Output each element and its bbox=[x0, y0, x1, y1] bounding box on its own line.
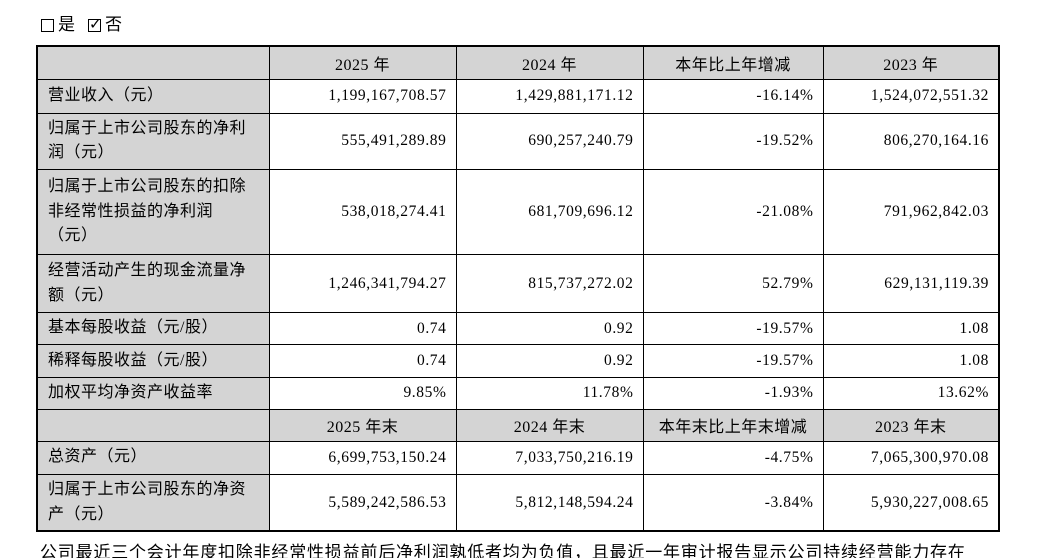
value-change: -1.93% bbox=[642, 377, 824, 410]
header-2024: 2024 年 bbox=[455, 45, 644, 80]
value-change: -16.14% bbox=[642, 78, 824, 114]
value-change: -3.84% bbox=[642, 473, 824, 532]
footnote-line1: 公司最近三个会计年度扣除非经常性损益前后净利润孰低者均为负值，且最近一年审计报告… bbox=[40, 543, 966, 558]
table-row-net-profit: 归属于上市公司股东的净利 润（元） 555,491,289.89 690,257… bbox=[36, 112, 1000, 171]
table-row-net-profit-excl-nonrecurring: 归属于上市公司股东的扣除 非经常性损益的净利润 （元） 538,018,274.… bbox=[36, 169, 1000, 256]
row-label: 稀释每股收益（元/股） bbox=[36, 344, 270, 379]
header-2025: 2025 年 bbox=[268, 45, 457, 80]
value-2025: 1,199,167,708.57 bbox=[268, 78, 457, 114]
header-2023: 2023 年 bbox=[822, 45, 1000, 80]
value-2025: 9.85% bbox=[268, 377, 457, 410]
no-checkbox-checked-icon[interactable] bbox=[88, 15, 103, 33]
value-2024: 5,812,148,594.24 bbox=[455, 473, 644, 532]
header-empty-cell bbox=[36, 408, 270, 442]
key-financial-data-table: 2025 年 2024 年 本年比上年增减 2023 年 营业收入（元） 1,1… bbox=[36, 45, 1000, 533]
row-label: 营业收入（元） bbox=[36, 78, 270, 114]
header-2023-yearend: 2023 年末 bbox=[822, 408, 1000, 442]
value-2025: 538,018,274.41 bbox=[268, 169, 457, 256]
value-change: -19.57% bbox=[642, 312, 824, 346]
value-2023: 7,065,300,970.08 bbox=[822, 440, 1000, 475]
no-option[interactable]: 否 bbox=[88, 10, 123, 35]
value-change: -4.75% bbox=[642, 440, 824, 475]
yes-no-checkbox-line: 是否 bbox=[41, 10, 1041, 35]
value-2025: 1,246,341,794.27 bbox=[268, 254, 457, 314]
value-2024: 681,709,696.12 bbox=[455, 169, 644, 256]
value-2025: 6,699,753,150.24 bbox=[268, 440, 457, 475]
table-row-revenue: 营业收入（元） 1,199,167,708.57 1,429,881,171.1… bbox=[36, 78, 1000, 114]
value-2024: 690,257,240.79 bbox=[455, 112, 644, 171]
header-2024-yearend: 2024 年末 bbox=[455, 408, 644, 442]
yes-option[interactable]: 是 bbox=[41, 10, 76, 35]
table-header-row-annual: 2025 年 2024 年 本年比上年增减 2023 年 bbox=[36, 45, 1000, 80]
going-concern-footnote: 公司最近三个会计年度扣除非经常性损益前后净利润孰低者均为负值，且最近一年审计报告… bbox=[40, 539, 998, 558]
value-2024: 815,737,272.02 bbox=[455, 254, 644, 314]
row-label: 归属于上市公司股东的扣除 非经常性损益的净利润 （元） bbox=[36, 169, 270, 256]
header-yoy-change: 本年比上年增减 bbox=[642, 45, 824, 80]
value-change: 52.79% bbox=[642, 254, 824, 314]
value-2023: 629,131,119.39 bbox=[822, 254, 1000, 314]
row-label: 基本每股收益（元/股） bbox=[36, 312, 270, 346]
table-row-operating-cash-flow: 经营活动产生的现金流量净 额（元） 1,246,341,794.27 815,7… bbox=[36, 254, 1000, 314]
value-2023: 806,270,164.16 bbox=[822, 112, 1000, 171]
yes-label: 是 bbox=[58, 15, 76, 34]
value-2025: 0.74 bbox=[268, 344, 457, 379]
table-header-row-yearend: 2025 年末 2024 年末 本年末比上年末增减 2023 年末 bbox=[36, 408, 1000, 442]
value-2025: 555,491,289.89 bbox=[268, 112, 457, 171]
value-change: -21.08% bbox=[642, 169, 824, 256]
table-row-basic-eps: 基本每股收益（元/股） 0.74 0.92 -19.57% 1.08 bbox=[36, 312, 1000, 346]
value-2023: 5,930,227,008.65 bbox=[822, 473, 1000, 532]
value-2023: 1.08 bbox=[822, 312, 1000, 346]
value-2024: 11.78% bbox=[455, 377, 644, 410]
value-change: -19.57% bbox=[642, 344, 824, 379]
value-2025: 0.74 bbox=[268, 312, 457, 346]
row-label: 归属于上市公司股东的净资 产（元） bbox=[36, 473, 270, 532]
row-label: 经营活动产生的现金流量净 额（元） bbox=[36, 254, 270, 314]
value-2023: 791,962,842.03 bbox=[822, 169, 1000, 256]
value-2025: 5,589,242,586.53 bbox=[268, 473, 457, 532]
value-2024: 0.92 bbox=[455, 312, 644, 346]
value-2023: 13.62% bbox=[822, 377, 1000, 410]
table-row-total-assets: 总资产（元） 6,699,753,150.24 7,033,750,216.19… bbox=[36, 440, 1000, 475]
yes-checkbox-icon[interactable] bbox=[41, 19, 54, 32]
value-change: -19.52% bbox=[642, 112, 824, 171]
value-2024: 7,033,750,216.19 bbox=[455, 440, 644, 475]
table-row-weighted-avg-roe: 加权平均净资产收益率 9.85% 11.78% -1.93% 13.62% bbox=[36, 377, 1000, 410]
table-row-diluted-eps: 稀释每股收益（元/股） 0.74 0.92 -19.57% 1.08 bbox=[36, 344, 1000, 379]
row-label: 归属于上市公司股东的净利 润（元） bbox=[36, 112, 270, 171]
header-empty-cell bbox=[36, 45, 270, 80]
no-label: 否 bbox=[105, 15, 123, 34]
value-2024: 0.92 bbox=[455, 344, 644, 379]
table-row-net-assets: 归属于上市公司股东的净资 产（元） 5,589,242,586.53 5,812… bbox=[36, 473, 1000, 532]
header-yearend-change: 本年末比上年末增减 bbox=[642, 408, 824, 442]
value-2023: 1.08 bbox=[822, 344, 1000, 379]
header-2025-yearend: 2025 年末 bbox=[268, 408, 457, 442]
value-2024: 1,429,881,171.12 bbox=[455, 78, 644, 114]
value-2023: 1,524,072,551.32 bbox=[822, 78, 1000, 114]
row-label: 加权平均净资产收益率 bbox=[36, 377, 270, 410]
row-label: 总资产（元） bbox=[36, 440, 270, 475]
